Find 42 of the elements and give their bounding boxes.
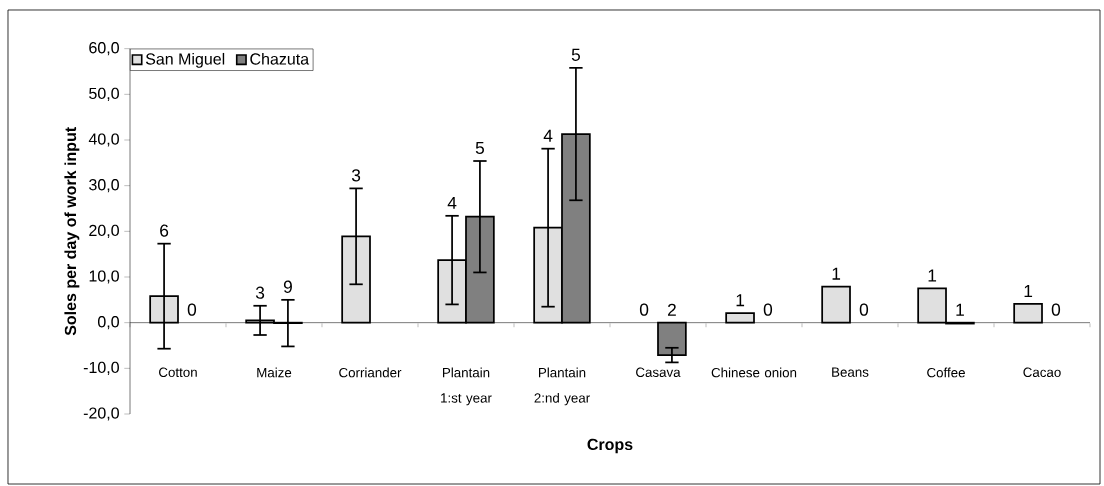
annotation: 1 (832, 267, 841, 280)
x-tick-label: Plantain 2:nd year (534, 367, 590, 406)
x-tick-label: Beans (832, 367, 869, 377)
legend-label: Chazuta (250, 52, 310, 65)
legend-label: San Miguel (145, 52, 225, 68)
y-tick-label: 50,0 (89, 87, 119, 101)
x-tick-label: Maize (257, 367, 292, 378)
annotation: 0 (859, 303, 869, 316)
annotation: 3 (255, 286, 265, 299)
y-tick-label: 10,0 (89, 270, 119, 284)
annotation: 1 (736, 294, 745, 307)
annotation: 1 (928, 269, 937, 282)
annotation: 1 (1024, 285, 1033, 298)
x-tick-label: Coffee (927, 367, 965, 378)
x-tick-label: Chinese onion (711, 367, 797, 378)
annotation: 5 (571, 48, 581, 61)
annotation: 4 (447, 196, 457, 209)
x-tick-label: Cotton (159, 367, 197, 377)
annotation: 2 (667, 303, 676, 316)
annotation: 6 (160, 224, 169, 237)
category-label: Plantain 1:st year (441, 367, 492, 406)
y-tick-label: 20,0 (89, 224, 119, 238)
y-tick-label: 30,0 (89, 179, 119, 193)
x-tick-label: Corriander (339, 367, 402, 378)
annotation: 3 (351, 169, 361, 182)
y-tick-label: -20,0 (83, 407, 119, 421)
y-axis-title: Soles per day of work input (64, 127, 80, 336)
y-tick-label: 60,0 (89, 42, 119, 56)
annotation: 0 (763, 303, 773, 316)
x-tick-label: Casava (636, 367, 681, 377)
annotation: 5 (475, 141, 485, 155)
annotation: 0 (639, 303, 649, 316)
y-tick-label: -10,0 (83, 361, 119, 375)
x-tick-label: Cacao (1023, 367, 1061, 377)
annotation: 0 (187, 303, 197, 316)
annotation: 9 (283, 280, 292, 293)
y-tick-label: 0,0 (97, 316, 119, 330)
x-axis-title: Crops (587, 438, 633, 454)
annotation: 1 (956, 303, 964, 316)
annotation: 4 (543, 129, 553, 142)
annotation: 0 (1051, 303, 1061, 316)
y-tick-label: 40,0 (88, 133, 119, 147)
